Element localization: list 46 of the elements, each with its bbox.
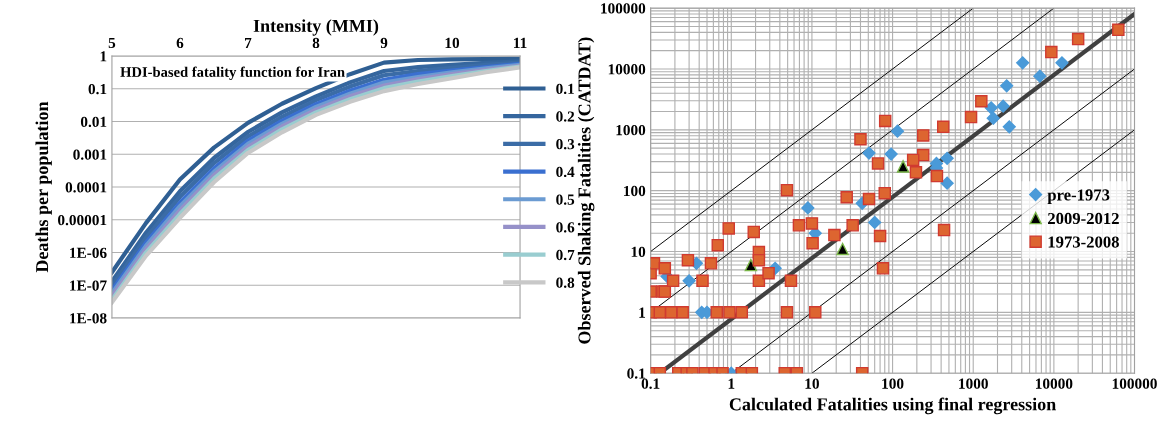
legend-label: 0.1 xyxy=(556,83,574,95)
y-axis-title: Deaths per population xyxy=(35,101,52,273)
x-tick-label: 9 xyxy=(380,37,388,49)
legend-label: 0.7 xyxy=(556,249,575,261)
annotation: HDI-based fatality function for Iran xyxy=(120,66,345,80)
y-tick-label: 0.00001 xyxy=(58,214,107,226)
legend-label: 0.2 xyxy=(556,111,575,122)
legend-label: 0.6 xyxy=(556,222,575,233)
y-tick-label: 0.1 xyxy=(88,83,107,95)
x-tick-label: 100000 xyxy=(1112,378,1157,389)
x-tick-label: 7 xyxy=(245,37,252,48)
legend-label: 1973-2008 xyxy=(1048,236,1119,248)
y-tick-label: 100000 xyxy=(601,3,646,14)
y-tick-label: 1 xyxy=(639,307,645,318)
x-axis-title: Calculated Fatalities using final regression xyxy=(729,397,1056,415)
x-tick-label: 1000 xyxy=(959,378,988,389)
x-tick-label: 10 xyxy=(445,37,460,49)
legend-label: 0.4 xyxy=(556,166,575,178)
y-tick-label: 0.1 xyxy=(627,368,645,379)
y-tick-label: 1 xyxy=(100,51,107,62)
y-tick-label: 10000 xyxy=(608,64,646,75)
x-tick-label: 10 xyxy=(805,378,819,389)
y-tick-label: 100 xyxy=(624,185,646,197)
legend-label: 0.3 xyxy=(556,139,575,150)
x-tick-label: 10000 xyxy=(1036,378,1073,389)
y-tick-label: 0.001 xyxy=(73,149,107,160)
x-tick-label: 100 xyxy=(882,378,904,389)
y-tick-label: 1E-08 xyxy=(70,313,107,324)
y-tick-label: 1E-07 xyxy=(70,280,107,291)
legend-label: 2009-2012 xyxy=(1048,212,1119,225)
x-tick-label: 1 xyxy=(728,378,735,389)
x-tick-label: 6 xyxy=(176,37,184,49)
x-tick-label: 11 xyxy=(514,37,527,48)
legend-label: 0.5 xyxy=(556,194,575,205)
y-tick-label: 0.0001 xyxy=(65,182,107,193)
legend-label: pre-1973 xyxy=(1047,189,1110,204)
y-axis-title: Observed Shaking Fatalities (CATDAT) xyxy=(577,37,595,344)
y-tick-label: 1000 xyxy=(616,124,646,136)
x-axis-title: Intensity (MMI) xyxy=(253,19,379,36)
x-tick-label: 5 xyxy=(108,37,116,49)
y-tick-label: 1E-06 xyxy=(70,247,107,258)
y-tick-label: 0.01 xyxy=(80,116,107,128)
legend-label: 0.8 xyxy=(556,277,575,288)
x-tick-label: 0.1 xyxy=(641,378,660,389)
y-tick-label: 10 xyxy=(631,246,646,257)
x-tick-label: 8 xyxy=(312,37,320,49)
